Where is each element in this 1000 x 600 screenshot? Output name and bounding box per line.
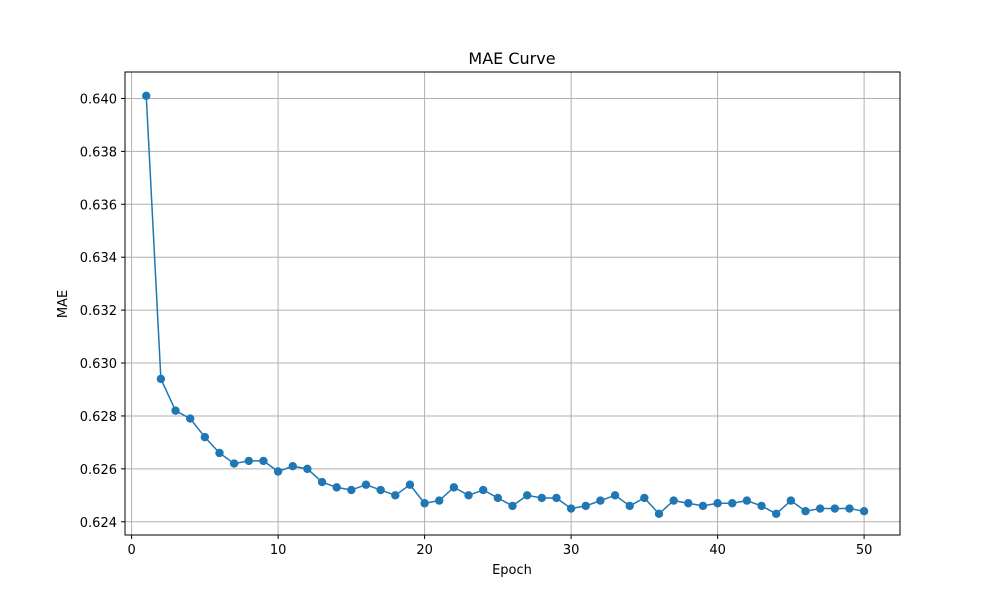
- series-line: [145, 95, 865, 515]
- data-point: [713, 499, 722, 508]
- data-point: [742, 496, 752, 505]
- data-point: [347, 485, 356, 495]
- data-point: [244, 456, 253, 466]
- x-tick-label: 50: [856, 543, 873, 558]
- y-tick-label: 0.630: [80, 357, 117, 372]
- data-point: [581, 501, 590, 511]
- data-point: [728, 499, 737, 508]
- data-point: [288, 462, 297, 471]
- y-tick-label: 0.640: [80, 92, 117, 107]
- data-point: [625, 501, 634, 511]
- y-axis-title: MAE: [56, 290, 71, 318]
- grid-lines: [125, 72, 900, 535]
- data-point: [684, 499, 693, 508]
- data-point: [493, 493, 503, 503]
- data-point: [142, 91, 151, 101]
- data-point: [435, 496, 444, 505]
- data-point: [405, 480, 415, 489]
- y-tick-label: 0.624: [80, 516, 117, 531]
- y-tick-label: 0.628: [80, 410, 117, 425]
- data-point: [845, 504, 854, 513]
- data-point: [215, 448, 224, 458]
- data-point: [156, 374, 166, 384]
- data-point: [273, 467, 283, 476]
- data-point: [830, 504, 840, 513]
- data-point: [171, 406, 180, 415]
- x-tick-label: 40: [709, 543, 726, 558]
- data-point: [376, 485, 385, 495]
- data-point: [640, 493, 649, 503]
- data-point: [654, 509, 664, 519]
- x-axis-ticks: 0 10 20 30 40 50: [127, 535, 872, 558]
- y-tick-label: 0.638: [80, 145, 117, 160]
- data-point: [317, 477, 327, 487]
- data-point: [522, 491, 532, 500]
- data-point: [566, 504, 576, 513]
- data-point: [859, 506, 869, 516]
- data-point: [669, 496, 678, 505]
- data-point: [185, 414, 195, 423]
- y-tick-label: 0.626: [80, 463, 117, 478]
- data-point: [610, 491, 620, 500]
- chart-title: MAE Curve: [468, 49, 555, 68]
- data-point: [229, 459, 239, 468]
- x-tick-label: 30: [563, 543, 580, 558]
- data-point: [464, 491, 473, 500]
- data-point: [259, 456, 268, 466]
- y-tick-label: 0.634: [80, 251, 117, 266]
- data-point: [786, 496, 796, 505]
- data-point: [332, 483, 341, 492]
- data-point: [361, 480, 371, 489]
- data-point: [815, 504, 825, 513]
- data-point: [200, 432, 210, 442]
- data-point: [537, 493, 547, 503]
- y-axis-ticks: 0.624 0.626 0.628 0.630 0.632 0.634 0.636 0.638…: [80, 92, 125, 531]
- data-point: [552, 493, 561, 503]
- x-tick-label: 0: [127, 543, 135, 558]
- data-point: [303, 464, 312, 474]
- data-point: [596, 496, 605, 505]
- x-tick-label: 20: [416, 543, 433, 558]
- data-point: [508, 501, 517, 511]
- data-point: [391, 491, 400, 500]
- x-tick-label: 10: [270, 543, 287, 558]
- series-group: [142, 91, 869, 519]
- x-axis-title: Epoch: [492, 563, 532, 578]
- data-point: [420, 499, 429, 508]
- data-point: [449, 483, 459, 492]
- data-point: [698, 501, 708, 511]
- data-point: [772, 509, 781, 519]
- y-tick-label: 0.636: [80, 198, 117, 213]
- data-point: [801, 506, 810, 516]
- data-point: [478, 485, 488, 495]
- plot-frame: [124, 71, 901, 536]
- y-tick-label: 0.632: [80, 304, 117, 319]
- data-point: [757, 501, 766, 511]
